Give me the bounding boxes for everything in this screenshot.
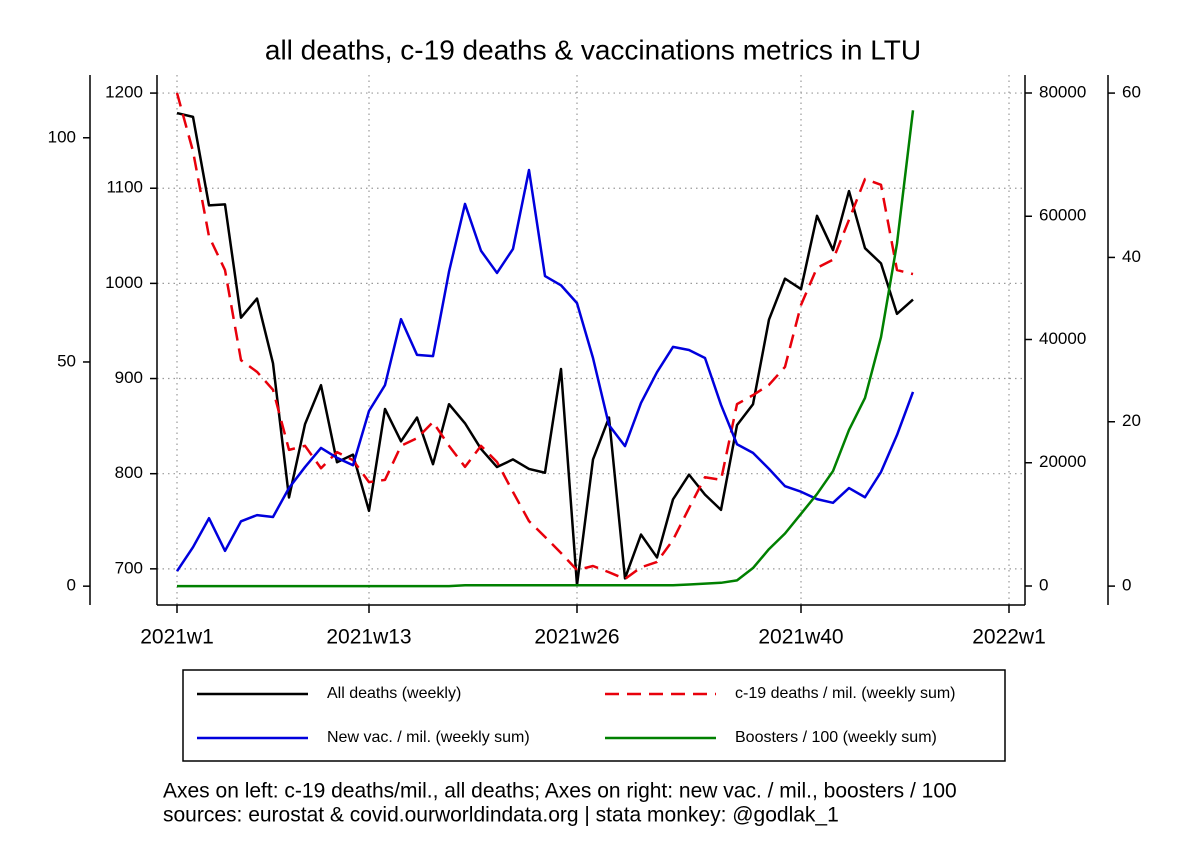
y-tick-label: 50 (57, 351, 76, 370)
legend-label: New vac. / mil. (weekly sum) (327, 729, 530, 746)
legend-label: Boosters / 100 (weekly sum) (735, 729, 937, 746)
series-line (175, 92, 914, 581)
legend-label: All deaths (weekly) (327, 685, 461, 702)
y-tick-label: 0 (67, 576, 76, 595)
footnote: sources: eurostat & covid.ourworldindata… (163, 804, 839, 827)
x-tick-label: 2021w1 (140, 626, 214, 649)
y-tick-label: 20 (1122, 411, 1141, 430)
x-tick-label: 2021w13 (326, 626, 411, 649)
y-tick-label: 20000 (1039, 452, 1086, 471)
series-line (177, 110, 915, 588)
x-tick-label: 2021w40 (758, 626, 843, 649)
x-tick-label: 2022w1 (972, 626, 1046, 649)
y-tick-label: 100 (48, 127, 76, 146)
y-tick-label: 1200 (105, 83, 143, 102)
y-tick-label: 60000 (1039, 206, 1086, 225)
legend-box (182, 669, 1006, 762)
series-line (176, 111, 914, 587)
y-tick-label: 60 (1122, 83, 1141, 102)
chart-title: all deaths, c-19 deaths & vaccinations m… (265, 34, 921, 65)
legend-label: c-19 deaths / mil. (weekly sum) (735, 685, 956, 702)
footnote: Axes on left: c-19 deaths/mil., all deat… (163, 780, 957, 803)
y-tick-label: 700 (115, 558, 143, 577)
y-tick-label: 1100 (106, 178, 143, 197)
x-tick-label: 2021w26 (534, 626, 619, 649)
series-line (175, 168, 915, 572)
y-tick-label: 0 (1122, 576, 1131, 595)
y-tick-label: 1000 (105, 273, 143, 292)
y-tick-label: 800 (115, 463, 143, 482)
y-tick-label: 40 (1122, 247, 1141, 266)
y-tick-label: 0 (1039, 575, 1048, 594)
y-tick-label: 40000 (1039, 329, 1086, 348)
y-tick-label: 80000 (1039, 82, 1086, 101)
y-tick-label: 900 (115, 368, 143, 387)
